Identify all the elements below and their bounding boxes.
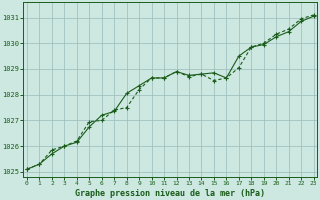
X-axis label: Graphe pression niveau de la mer (hPa): Graphe pression niveau de la mer (hPa) bbox=[75, 189, 265, 198]
